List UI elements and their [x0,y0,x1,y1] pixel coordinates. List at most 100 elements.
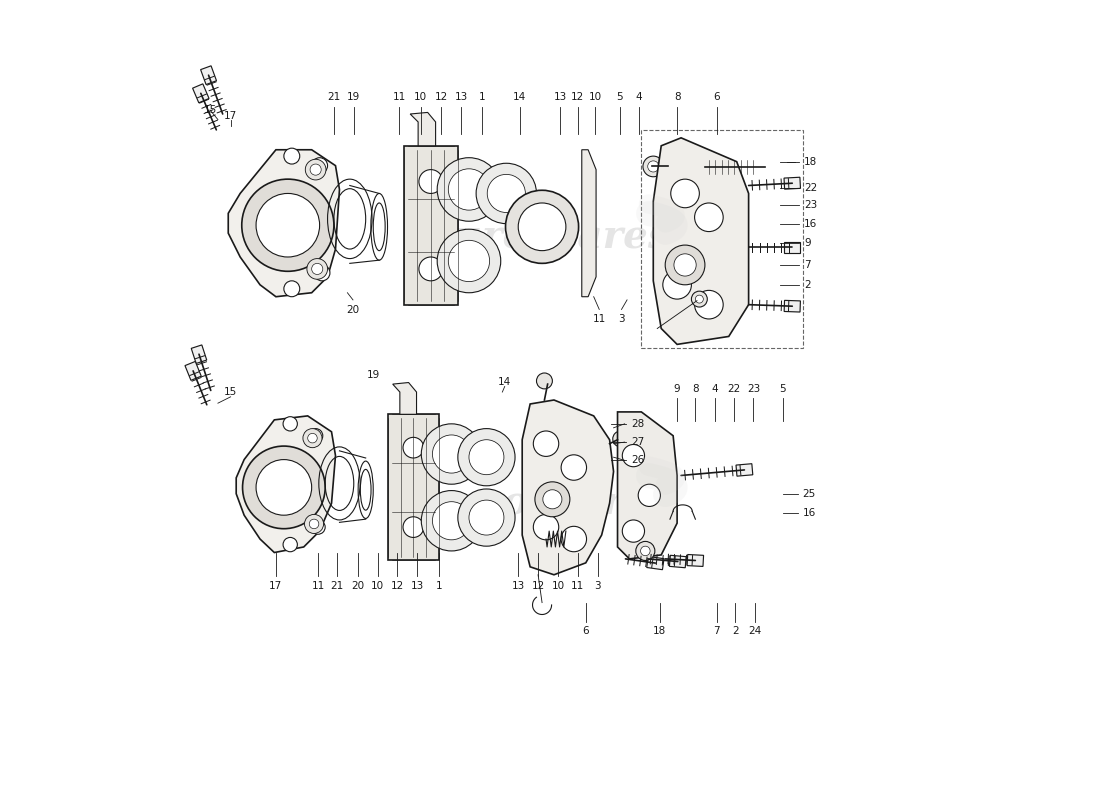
Text: 15: 15 [224,387,238,397]
Text: 28: 28 [631,419,645,429]
Text: 12: 12 [434,92,448,102]
Text: 13: 13 [454,92,467,102]
Text: eurospares: eurospares [430,484,670,522]
Polygon shape [236,416,336,553]
Text: 13: 13 [410,581,424,591]
Polygon shape [582,150,596,297]
Text: 23: 23 [747,384,760,394]
Circle shape [310,164,321,175]
Circle shape [534,431,559,457]
Circle shape [671,179,700,208]
Text: 16: 16 [804,218,817,229]
Circle shape [243,446,326,529]
Text: 8: 8 [674,92,681,102]
Text: 23: 23 [804,200,817,210]
Circle shape [648,161,659,172]
Circle shape [695,295,703,303]
Text: 4: 4 [712,384,718,394]
Circle shape [694,290,723,319]
Circle shape [449,240,490,282]
Circle shape [421,424,482,484]
Circle shape [283,417,297,431]
Polygon shape [653,138,749,344]
Text: 1: 1 [478,92,485,102]
Polygon shape [388,414,439,561]
Text: 3: 3 [618,314,625,324]
Text: 25: 25 [803,489,816,498]
Text: 26: 26 [631,455,645,466]
Circle shape [666,245,705,285]
Circle shape [256,459,311,515]
Circle shape [663,270,692,299]
Text: 27: 27 [631,437,645,447]
Polygon shape [393,382,417,414]
Circle shape [307,258,328,279]
Text: 9: 9 [804,238,811,248]
Circle shape [308,429,322,443]
Circle shape [623,520,645,542]
Circle shape [305,514,323,534]
Text: 11: 11 [593,314,606,324]
Circle shape [518,203,565,250]
Circle shape [469,500,504,535]
Text: 11: 11 [571,581,584,591]
Polygon shape [647,557,664,570]
Circle shape [419,170,442,194]
Text: 9: 9 [674,384,681,394]
Text: 10: 10 [588,92,602,102]
Circle shape [469,440,504,474]
Circle shape [315,265,330,281]
Text: 5: 5 [780,384,786,394]
Circle shape [284,281,300,297]
Circle shape [302,429,322,448]
Text: 12: 12 [390,581,404,591]
Text: 5: 5 [617,92,624,102]
Text: 2: 2 [732,626,738,637]
Text: 17: 17 [224,110,238,121]
Polygon shape [200,66,217,85]
Text: 1: 1 [436,581,442,591]
Text: 14: 14 [514,92,527,102]
Text: 7: 7 [804,260,811,270]
Text: 6: 6 [582,626,590,637]
Circle shape [437,229,501,293]
Text: 21: 21 [328,92,341,102]
Polygon shape [617,412,678,559]
Text: 21: 21 [330,581,343,591]
Circle shape [623,445,645,466]
Polygon shape [784,242,801,253]
Circle shape [421,490,482,551]
Circle shape [449,169,490,210]
Circle shape [311,263,322,274]
Circle shape [432,502,471,540]
Circle shape [437,158,501,222]
Circle shape [283,538,297,552]
Circle shape [311,158,328,174]
Text: 10: 10 [414,92,427,102]
Circle shape [256,194,320,257]
Text: 16: 16 [803,508,816,518]
Circle shape [534,514,559,540]
Circle shape [309,519,319,529]
Polygon shape [736,464,752,476]
Text: 22: 22 [804,183,817,193]
Circle shape [537,373,552,389]
Circle shape [306,159,326,180]
Polygon shape [404,146,458,305]
Circle shape [242,179,334,271]
Text: eurospares: eurospares [430,218,670,256]
Text: 13: 13 [512,581,525,591]
Circle shape [692,291,707,307]
Circle shape [506,190,579,263]
Circle shape [458,429,515,486]
Text: 20: 20 [351,581,364,591]
Circle shape [419,257,442,281]
Circle shape [308,434,317,443]
Circle shape [403,438,424,458]
Circle shape [458,489,515,546]
Text: 24: 24 [748,626,761,637]
Text: 17: 17 [270,581,283,591]
Text: 14: 14 [498,377,512,386]
Circle shape [432,435,471,473]
Text: 2: 2 [804,280,811,290]
